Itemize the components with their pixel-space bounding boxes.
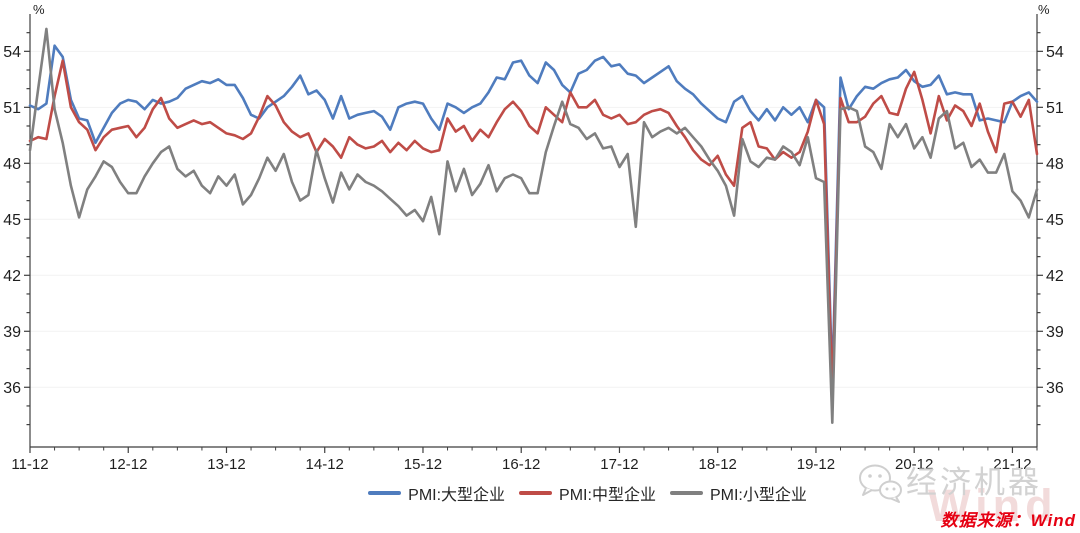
y-tick-label-left: 48 (3, 156, 21, 173)
x-tick-label: 14-12 (306, 456, 344, 473)
legend-label-small: PMI:小型企业 (709, 487, 807, 504)
y-tick-label-right: 51 (1046, 100, 1064, 117)
y-tick-label-left: 39 (3, 324, 21, 341)
y-tick-label-left: 45 (3, 212, 21, 229)
y-axis-unit-right: % (1038, 2, 1050, 17)
x-tick-label: 15-12 (404, 456, 442, 473)
legend-label-large: PMI:大型企业 (408, 487, 506, 504)
x-tick-label: 12-12 (109, 456, 147, 473)
x-tick-label: 19-12 (797, 456, 835, 473)
x-tick-label: 11-12 (11, 456, 48, 473)
x-tick-label: 18-12 (699, 456, 737, 473)
y-tick-label-right: 42 (1046, 268, 1064, 285)
axes (29, 14, 1038, 448)
y-tick-label-left: 54 (3, 44, 21, 61)
series-line-medium (28, 59, 1039, 398)
x-tick-label: 17-12 (600, 456, 638, 473)
y-tick-label-right: 48 (1046, 156, 1064, 173)
series-line-large (28, 44, 1039, 384)
x-tick-label: 16-12 (502, 456, 540, 473)
legend-line-swatch-medium (519, 491, 553, 495)
x-ticks: 11-12 12-12 13-12 14-12 15-12 16-12 17-12 18-12… (11, 447, 1038, 473)
y-tick-label-left: 51 (3, 100, 21, 117)
legend-line-swatch-small (669, 491, 703, 495)
y-axis-unit-left: % (33, 2, 45, 17)
y-tick-label-right: 36 (1046, 380, 1064, 397)
x-tick-label: 21-12 (993, 456, 1031, 473)
legend-line-swatch-large (368, 491, 402, 495)
series-line-small (28, 27, 1039, 425)
y-tick-label-right: 45 (1046, 212, 1064, 229)
y-tick-label-left: 36 (3, 380, 21, 397)
legend-item-large: PMI:大型企业 (368, 481, 505, 505)
gridlines (30, 50, 1037, 388)
y-tick-label-left: 42 (3, 268, 21, 285)
legend-item-small: PMI:小型企业 (669, 481, 807, 505)
wind-ghost-watermark: Wind (928, 480, 1058, 531)
x-tick-label: 13-12 (207, 456, 245, 473)
legend-item-medium: PMI:中型企业 (519, 481, 656, 505)
y-tick-label-right: 39 (1046, 324, 1064, 341)
source-text: 数据来源：Wind (940, 511, 1076, 530)
legend-label-medium: PMI:中型企业 (559, 487, 656, 504)
y-tick-label-right: 54 (1046, 44, 1064, 61)
x-tick-label: 20-12 (895, 456, 933, 473)
legend: PMI:大型企业 PMI:中型企业 PMI:小型企业 (95, 481, 1080, 505)
y-ticks: 36 36 39 39 42 42 45 45 48 48 51 51 54 54 (3, 32, 1064, 426)
